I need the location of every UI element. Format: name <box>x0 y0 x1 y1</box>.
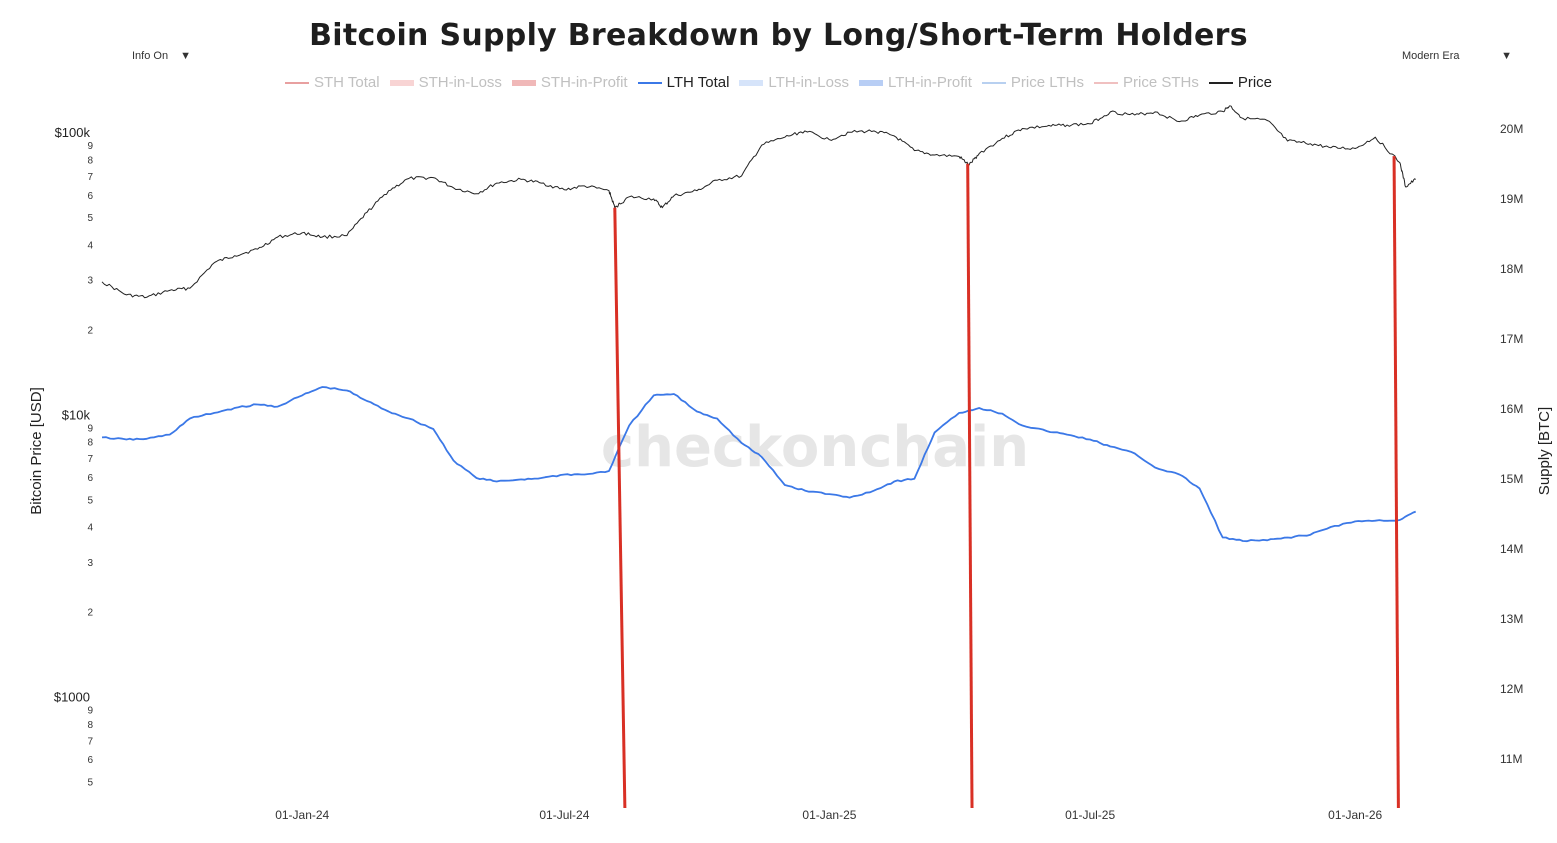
legend-swatch <box>284 81 309 84</box>
legend-item-sth-in-profit[interactable]: STH-in-Profit <box>511 74 628 91</box>
legend-swatch <box>637 81 662 84</box>
era-select-label: Modern Era <box>1402 50 1460 62</box>
y-right-tick-label: 18M <box>1500 262 1523 276</box>
legend-label: LTH-in-Loss <box>768 74 849 91</box>
y-left-minor-tick-label: 8 <box>87 438 93 449</box>
era-select-dropdown[interactable]: Modern Era ▼ <box>1396 44 1512 68</box>
annotation-red-line <box>966 163 974 809</box>
legend-swatch <box>389 79 414 86</box>
legend-item-price[interactable]: Price <box>1208 74 1273 91</box>
y-left-minor-tick-label: 4 <box>87 523 93 534</box>
chevron-down-icon: ▼ <box>180 50 191 62</box>
y-left-minor-tick-label: 7 <box>87 172 93 183</box>
annotation-red-line <box>1392 156 1400 809</box>
y-left-minor-tick-label: 3 <box>87 276 93 287</box>
legend-item-sth-in-loss[interactable]: STH-in-Loss <box>389 74 502 91</box>
legend-swatch <box>739 79 764 86</box>
legend-item-lth-in-profit[interactable]: LTH-in-Profit <box>859 74 972 91</box>
x-tick-label: 01-Jul-24 <box>539 808 589 822</box>
legend-item-price-sths[interactable]: Price STHs <box>1093 74 1199 91</box>
y-axis-right: 11M 12M 13M 14M 15M 16M 17M 18M 19M 20M <box>1500 122 1523 766</box>
x-tick-label: 01-Jan-24 <box>275 808 329 822</box>
legend-label: Price STHs <box>1122 74 1199 91</box>
chart-title: Bitcoin Supply Breakdown by Long/Short-T… <box>309 18 1248 53</box>
legend-item-lth-in-loss[interactable]: LTH-in-Loss <box>739 74 849 91</box>
x-tick-label: 01-Jul-25 <box>1065 808 1115 822</box>
y-left-major-tick-label: $100k <box>55 125 91 140</box>
legend-swatch <box>859 79 883 86</box>
y-right-tick-label: 14M <box>1500 542 1523 556</box>
legend-label: LTH Total <box>666 74 730 91</box>
x-tick-label: 01-Jan-25 <box>802 808 856 822</box>
annotation-layer <box>613 156 1400 809</box>
legend-label: STH Total <box>313 74 380 91</box>
legend-label: LTH-in-Profit <box>888 74 972 91</box>
y-left-minor-tick-label: 6 <box>87 473 93 484</box>
chart-legend: STH Total STH-in-Loss STH-in-Profit LTH Tot… <box>0 74 1557 91</box>
y-right-tick-label: 11M <box>1500 752 1522 766</box>
series-line-lth-total <box>101 386 1417 543</box>
y-left-minor-tick-label: 9 <box>87 141 93 152</box>
y-right-tick-label: 12M <box>1500 682 1523 696</box>
y-right-tick-label: 17M <box>1500 332 1523 346</box>
y-left-major-tick-label: $1000 <box>54 690 90 705</box>
y-left-minor-tick-label: 7 <box>87 736 93 747</box>
y-left-minor-tick-label: 5 <box>87 213 93 224</box>
watermark-text: checkonchain <box>601 415 1029 480</box>
y-left-minor-tick-label: 6 <box>87 191 93 202</box>
legend-label: STH-in-Loss <box>418 74 502 91</box>
info-toggle-label: Info On <box>132 50 169 62</box>
y-left-minor-tick-label: 5 <box>87 495 93 506</box>
legend-swatch <box>1208 81 1233 84</box>
chevron-down-icon: ▼ <box>1501 50 1512 62</box>
y-left-major-tick-label: $10k <box>62 407 91 422</box>
y-right-tick-label: 20M <box>1500 122 1523 136</box>
legend-item-lth-total[interactable]: LTH Total <box>637 74 730 91</box>
y-axis-right-title: Supply [BTC] <box>1536 407 1553 495</box>
x-axis: 01-Jan-24 01-Jul-24 01-Jan-25 01-Jul-25 01-J… <box>275 808 1382 822</box>
y-left-minor-tick-label: 8 <box>87 156 93 167</box>
y-left-minor-tick-label: 9 <box>87 423 93 434</box>
legend-swatch <box>981 81 1006 84</box>
y-left-minor-tick-label: 4 <box>87 240 93 251</box>
annotation-red-line <box>613 207 627 809</box>
y-axis-left: $1000 $10k $100k 5 6 7 8 9 2 3 4 5 6 7 8 9 2 3 4 5 6 7 8 9 <box>54 125 94 788</box>
legend-item-price-lths[interactable]: Price LTHs <box>981 74 1084 91</box>
legend-label: Price <box>1237 74 1273 91</box>
legend-label: Price LTHs <box>1010 74 1084 91</box>
y-right-tick-label: 16M <box>1500 402 1523 416</box>
legend-item-sth-total[interactable]: STH Total <box>284 74 380 91</box>
y-left-minor-tick-label: 3 <box>87 558 93 569</box>
y-left-minor-tick-label: 6 <box>87 755 93 766</box>
y-left-minor-tick-label: 7 <box>87 454 93 465</box>
legend-label: STH-in-Profit <box>540 74 628 91</box>
legend-swatch <box>1093 81 1118 84</box>
legend-swatch <box>511 79 536 86</box>
y-left-minor-tick-label: 9 <box>87 705 93 716</box>
y-right-tick-label: 19M <box>1500 192 1523 206</box>
series-line-price <box>101 105 1416 299</box>
y-right-tick-label: 15M <box>1500 472 1523 486</box>
info-toggle-dropdown[interactable]: Info On ▼ <box>126 44 206 68</box>
y-axis-left-title: Bitcoin Price [USD] <box>28 387 45 515</box>
x-tick-label: 01-Jan-26 <box>1328 808 1382 822</box>
y-left-minor-tick-label: 2 <box>87 608 93 619</box>
series-layer <box>101 105 1417 543</box>
y-left-minor-tick-label: 8 <box>87 720 93 731</box>
y-left-minor-tick-label: 2 <box>87 325 93 336</box>
y-right-tick-label: 13M <box>1500 612 1523 626</box>
y-left-minor-tick-label: 5 <box>87 778 93 789</box>
